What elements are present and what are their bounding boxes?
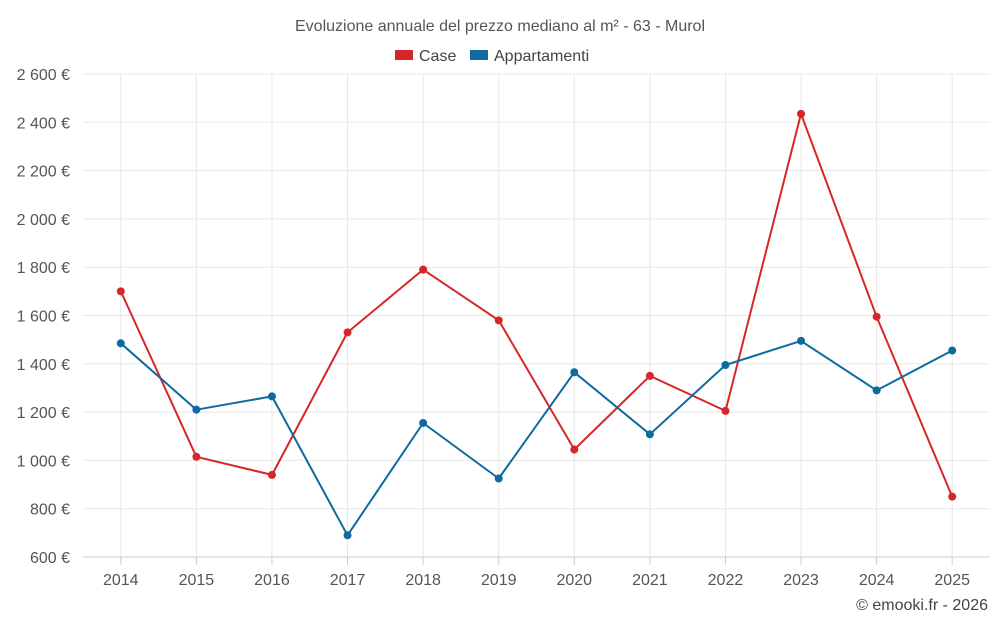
legend-label: Case [419, 48, 456, 65]
x-tick-label: 2018 [405, 572, 441, 589]
data-point-appartamenti[interactable] [645, 430, 654, 439]
legend: Case Appartamenti [395, 48, 589, 65]
data-point-appartamenti[interactable] [267, 392, 276, 401]
y-tick-label: 1 200 € [17, 405, 70, 422]
y-tick-label: 1 000 € [17, 453, 70, 470]
data-point-appartamenti[interactable] [948, 346, 957, 355]
legend-label: Appartamenti [494, 48, 589, 65]
x-tick-label: 2019 [481, 572, 517, 589]
data-point-appartamenti[interactable] [570, 368, 579, 377]
x-tick-label: 2020 [556, 572, 592, 589]
y-tick-label: 2 600 € [17, 67, 70, 84]
grid [83, 73, 990, 558]
data-point-case[interactable] [645, 371, 654, 380]
data-point-case[interactable] [419, 265, 428, 274]
data-point-appartamenti[interactable] [721, 361, 730, 370]
y-tick-label: 2 000 € [17, 212, 70, 229]
legend-swatch [395, 50, 413, 60]
data-point-appartamenti[interactable] [872, 386, 881, 395]
data-point-case[interactable] [494, 316, 503, 325]
legend-item-appartamenti[interactable]: Appartamenti [470, 48, 589, 65]
y-axis: 600 € 800 € 1 000 € 1 200 € 1 400 € 1 600 € 1 … [17, 67, 70, 567]
data-point-appartamenti[interactable] [116, 339, 125, 348]
y-tick-label: 1 800 € [17, 260, 70, 277]
y-tick-label: 1 600 € [17, 309, 70, 326]
data-point-appartamenti[interactable] [419, 418, 428, 427]
y-tick-label: 2 200 € [17, 164, 70, 181]
y-tick-label: 600 € [30, 550, 70, 567]
data-point-case[interactable] [948, 492, 957, 501]
x-tick-label: 2021 [632, 572, 668, 589]
data-point-case[interactable] [721, 406, 730, 415]
x-tick-label: 2022 [708, 572, 744, 589]
series-appartamenti [116, 336, 957, 540]
y-tick-label: 800 € [30, 502, 70, 519]
x-tick-label: 2023 [783, 572, 819, 589]
copyright-text: © emooki.fr - 2026 [856, 597, 988, 614]
series-case [116, 109, 957, 501]
y-tick-label: 2 400 € [17, 115, 70, 132]
data-point-case[interactable] [343, 328, 352, 337]
x-tick-label: 2024 [859, 572, 895, 589]
x-tick-label: 2015 [179, 572, 215, 589]
data-point-appartamenti[interactable] [192, 405, 201, 414]
data-point-appartamenti[interactable] [343, 531, 352, 540]
data-point-case[interactable] [192, 452, 201, 461]
series-layer [116, 109, 957, 540]
data-point-appartamenti[interactable] [797, 336, 806, 345]
data-point-case[interactable] [570, 445, 579, 454]
legend-swatch [470, 50, 488, 60]
chart-title: Evoluzione annuale del prezzo mediano al… [295, 18, 705, 35]
series-line-case [119, 112, 954, 497]
x-tick-label: 2025 [934, 572, 970, 589]
y-tick-label: 1 400 € [17, 357, 70, 374]
x-tick-label: 2016 [254, 572, 290, 589]
data-point-case[interactable] [872, 312, 881, 321]
x-axis: 2014 2015 2016 2017 2018 2019 2020 2021 2022 2023… [103, 557, 970, 589]
data-point-case[interactable] [797, 109, 806, 118]
data-point-case[interactable] [116, 287, 125, 296]
data-point-case[interactable] [267, 470, 276, 479]
data-point-appartamenti[interactable] [494, 474, 503, 483]
x-tick-label: 2014 [103, 572, 139, 589]
series-line-appartamenti [120, 339, 953, 537]
legend-item-case[interactable]: Case [395, 48, 456, 65]
x-tick-label: 2017 [330, 572, 366, 589]
